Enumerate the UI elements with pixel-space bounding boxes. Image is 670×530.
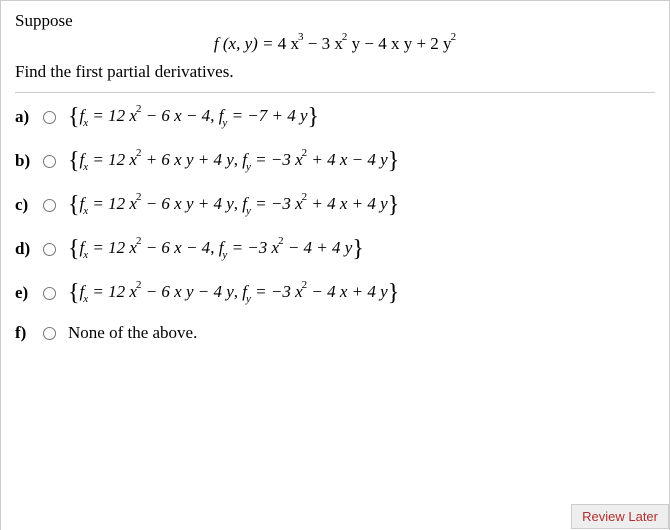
- question-card: Suppose f (x, y) = 4 x3 − 3 x2 y − 4 x y…: [0, 0, 670, 530]
- option-a-math: {fx = 12 x2 − 6 x − 4, fy = −7 + 4 y}: [68, 103, 319, 131]
- option-letter: a): [15, 107, 35, 127]
- option-c: c) {fx = 12 x2 − 6 x y + 4 y, fy = −3 x2…: [15, 191, 655, 219]
- main-equation: f (x, y) = 4 x3 − 3 x2 y − 4 x y + 2 y2: [15, 31, 655, 54]
- suppose-text: Suppose: [15, 11, 655, 31]
- option-a: a) {fx = 12 x2 − 6 x − 4, fy = −7 + 4 y}: [15, 103, 655, 131]
- option-d-math: {fx = 12 x2 − 6 x − 4, fy = −3 x2 − 4 + …: [68, 235, 364, 263]
- option-b: b) {fx = 12 x2 + 6 x y + 4 y, fy = −3 x2…: [15, 147, 655, 175]
- option-a-radio[interactable]: [43, 111, 56, 124]
- option-b-radio[interactable]: [43, 155, 56, 168]
- option-letter: d): [15, 239, 35, 259]
- option-letter: c): [15, 195, 35, 215]
- option-f: f) None of the above.: [15, 323, 655, 343]
- option-c-math: {fx = 12 x2 − 6 x y + 4 y, fy = −3 x2 + …: [68, 191, 399, 219]
- option-letter: b): [15, 151, 35, 171]
- option-e-radio[interactable]: [43, 287, 56, 300]
- find-text: Find the first partial derivatives.: [15, 62, 655, 82]
- option-d: d) {fx = 12 x2 − 6 x − 4, fy = −3 x2 − 4…: [15, 235, 655, 263]
- none-label: None of the above.: [68, 323, 197, 343]
- review-later-button[interactable]: Review Later: [571, 504, 669, 529]
- option-d-radio[interactable]: [43, 243, 56, 256]
- option-letter: e): [15, 283, 35, 303]
- prompt-block: Suppose f (x, y) = 4 x3 − 3 x2 y − 4 x y…: [15, 11, 655, 82]
- option-c-radio[interactable]: [43, 199, 56, 212]
- option-f-radio[interactable]: [43, 327, 56, 340]
- option-e: e) {fx = 12 x2 − 6 x y − 4 y, fy = −3 x2…: [15, 279, 655, 307]
- divider: [15, 92, 655, 93]
- option-e-math: {fx = 12 x2 − 6 x y − 4 y, fy = −3 x2 − …: [68, 279, 399, 307]
- option-b-math: {fx = 12 x2 + 6 x y + 4 y, fy = −3 x2 + …: [68, 147, 399, 175]
- option-letter: f): [15, 323, 35, 343]
